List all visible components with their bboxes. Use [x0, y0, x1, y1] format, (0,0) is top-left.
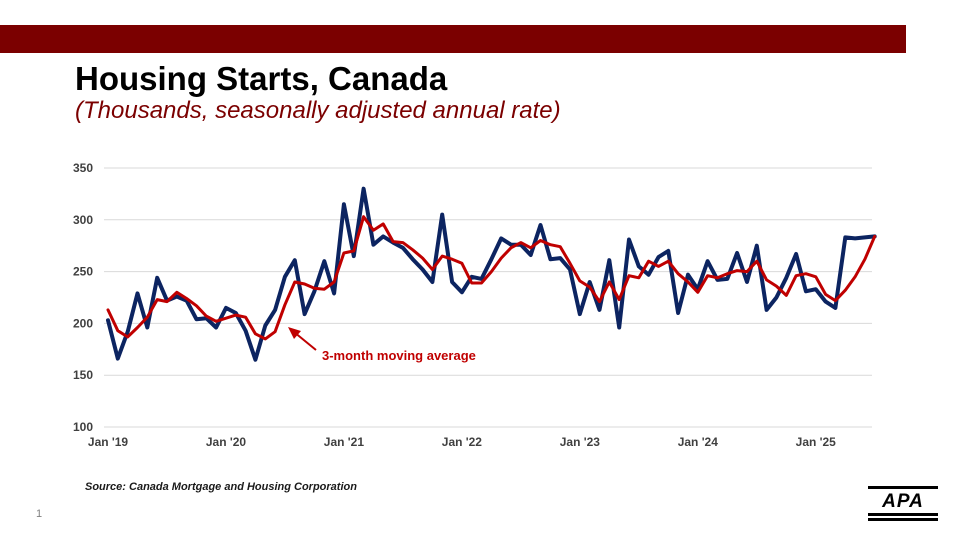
logo-rule-1 [868, 513, 938, 516]
slide-subtitle: (Thousands, seasonally adjusted annual r… [75, 97, 561, 124]
annotation-arrow-head [288, 327, 301, 339]
logo-top-rule [868, 486, 938, 489]
y-tick-label: 350 [73, 161, 93, 175]
series-line-moving_average [106, 215, 877, 341]
annotation-arrow-shaft [293, 331, 317, 351]
y-tick-label: 200 [73, 316, 93, 330]
apa-logo: APA [868, 486, 938, 521]
x-tick-label: Jan '25 [796, 435, 837, 449]
chart-gridlines [104, 167, 872, 428]
x-tick-label: Jan '22 [442, 435, 483, 449]
x-tick-label: Jan '23 [560, 435, 601, 449]
y-tick-label: 100 [73, 420, 93, 434]
slide-number: 1 [36, 508, 43, 520]
y-tick-label: 150 [73, 368, 93, 382]
y-axis-labels: 100 150 200 250 300 350 [73, 161, 93, 434]
chart-annotation: 3-month moving average [288, 327, 476, 363]
x-tick-label: Jan '21 [324, 435, 365, 449]
x-tick-label: Jan '24 [678, 435, 719, 449]
slide-title: Housing Starts, Canada [75, 60, 448, 97]
chart-series [106, 186, 877, 362]
x-tick-label: Jan '19 [88, 435, 129, 449]
source-note: Source: Canada Mortgage and Housing Corp… [85, 481, 357, 493]
series-line-monthly [106, 186, 877, 362]
x-tick-label: Jan '20 [206, 435, 247, 449]
y-tick-label: 250 [73, 265, 93, 279]
logo-text: APA [882, 491, 924, 512]
y-tick-label: 300 [73, 213, 93, 227]
annotation-label: 3-month moving average [322, 348, 476, 363]
logo-rule-2 [868, 518, 938, 521]
top-accent-bar [0, 25, 906, 53]
x-axis-labels: Jan '19 Jan '20 Jan '21 Jan '22 Jan '23 Jan '… [88, 435, 836, 449]
